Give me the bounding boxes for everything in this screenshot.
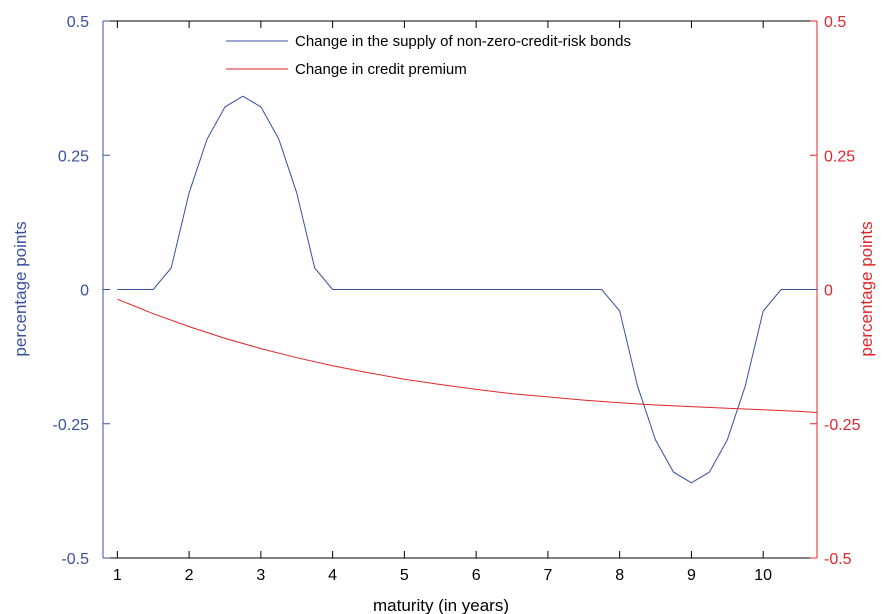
series-layer	[117, 95, 818, 484]
left-y-axis: -0.5 -0.25 0 0.25 0.5	[53, 14, 110, 568]
x-axis: 1 2 3 4 5 6 7 8 9 10	[113, 21, 772, 584]
x-tick-label: 9	[687, 567, 696, 584]
right-y-tick-label: -0.5	[824, 551, 852, 568]
right-y-tick-label: -0.25	[824, 417, 861, 434]
right-y-tick-label: 0.25	[824, 148, 855, 165]
supply-change-line	[117, 95, 817, 484]
x-tick-label: 3	[256, 567, 265, 584]
x-tick-label: 8	[615, 567, 624, 584]
legend-label: Change in credit premium	[295, 61, 467, 78]
left-y-tick-label: -0.25	[53, 417, 90, 434]
credit-premium-line	[117, 298, 818, 413]
x-tick-label: 4	[328, 567, 337, 584]
right-y-tick-label: 0.5	[824, 14, 846, 31]
left-y-tick-label: -0.5	[61, 551, 89, 568]
x-axis-title: maturity (in years)	[373, 596, 509, 614]
left-y-axis-title: percentage points	[11, 221, 30, 356]
legend-label: Change in the supply of non-zero-credit-…	[295, 33, 631, 50]
x-tick-label: 10	[754, 567, 772, 584]
x-tick-label: 2	[185, 567, 194, 584]
left-y-tick-label: 0.25	[58, 148, 89, 165]
left-y-tick-label: 0.5	[67, 14, 89, 31]
x-tick-label: 1	[113, 567, 122, 584]
left-y-tick-label: 0	[80, 283, 89, 300]
legend: Change in the supply of non-zero-credit-…	[226, 33, 631, 78]
right-y-axis-title: percentage points	[857, 221, 876, 356]
x-tick-label: 6	[472, 567, 481, 584]
right-y-axis: -0.5 -0.25 0 0.25 0.5	[810, 14, 861, 568]
right-y-tick-label: 0	[824, 283, 833, 300]
x-tick-label: 5	[400, 567, 409, 584]
x-tick-label: 7	[543, 567, 552, 584]
